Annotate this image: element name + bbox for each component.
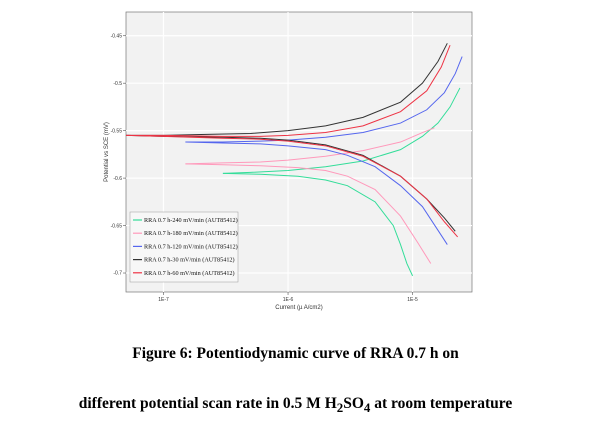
legend-entry-4: RRA 0.7 h-60 mV/min (AUT85412): [144, 270, 235, 277]
figure-caption-line-1: Figure 6: Potentiodynamic curve of RRA 0…: [0, 345, 591, 363]
series-1-cathodic-branch: [185, 163, 432, 264]
series-0-cathodic-branch: [222, 172, 414, 277]
series-3-anodic-branch: [126, 43, 448, 136]
figure-caption-line-2: different potential scan rate in 0.5 M H…: [0, 395, 591, 416]
series-3: [125, 43, 456, 232]
y-tick-label-3: -0.6: [113, 176, 122, 182]
y-tick-label-5: -0.7: [113, 271, 122, 277]
x-axis-label: Current (µ A/cm2): [275, 305, 322, 311]
x-tick-label-2: 1E-5: [407, 297, 418, 303]
legend-entry-0: RRA 0.7 h-240 mV/min (AUT85412): [144, 217, 238, 224]
series-0: [222, 87, 461, 277]
caption-text-2b: SO: [343, 395, 364, 412]
x-tick-label-1: 1E-6: [283, 297, 294, 303]
caption-subscript-4: 4: [363, 400, 371, 416]
chart: 1E-7 1E-6 1E-5 -0.45 -0.5 -0.55 -0.6 -0.65 -0.7 …: [100, 0, 580, 320]
series-2-anodic-branch: [185, 56, 463, 143]
y-tick-label-1: -0.5: [113, 81, 122, 87]
potentiodynamic-chart: 1E-7 1E-6 1E-5-0.45-0.5-0.55-0.6-0.65-0.7 …: [104, 11, 473, 311]
series-0-anodic-branch: [222, 87, 461, 174]
series-1: [185, 127, 435, 264]
legend-entry-3: RRA 0.7 h-30 mV/min (AUT85412): [144, 257, 235, 264]
series-4: [125, 45, 459, 238]
caption-text-2a: different potential scan rate in 0.5 M H: [78, 395, 337, 412]
legend-entry-2: RRA 0.7 h-120 mV/min (AUT85412): [144, 243, 238, 250]
y-tick-label-0: -0.45: [111, 33, 123, 39]
y-tick-label-2: -0.55: [111, 128, 123, 134]
legend-box: [129, 211, 239, 283]
caption-text-1: Figure 6: Potentiodynamic curve of RRA 0…: [132, 345, 459, 362]
x-tick-label-0: 1E-7: [158, 297, 169, 303]
caption-text-2c: at room temperature: [370, 395, 513, 412]
series-2-cathodic-branch: [185, 141, 448, 245]
caption-subscript-2: 2: [336, 400, 344, 416]
series-4-anodic-branch: [126, 45, 451, 137]
series-1-anodic-branch: [185, 127, 435, 165]
series-2: [185, 56, 463, 245]
y-tick-label-4: -0.65: [111, 223, 123, 229]
y-axis-label: Potential vs SCE (mV): [104, 122, 110, 182]
series-3-cathodic-branch: [125, 134, 456, 232]
series-4-cathodic-branch: [125, 134, 459, 238]
legend-entry-1: RRA 0.7 h-180 mV/min (AUT85412): [144, 230, 238, 237]
